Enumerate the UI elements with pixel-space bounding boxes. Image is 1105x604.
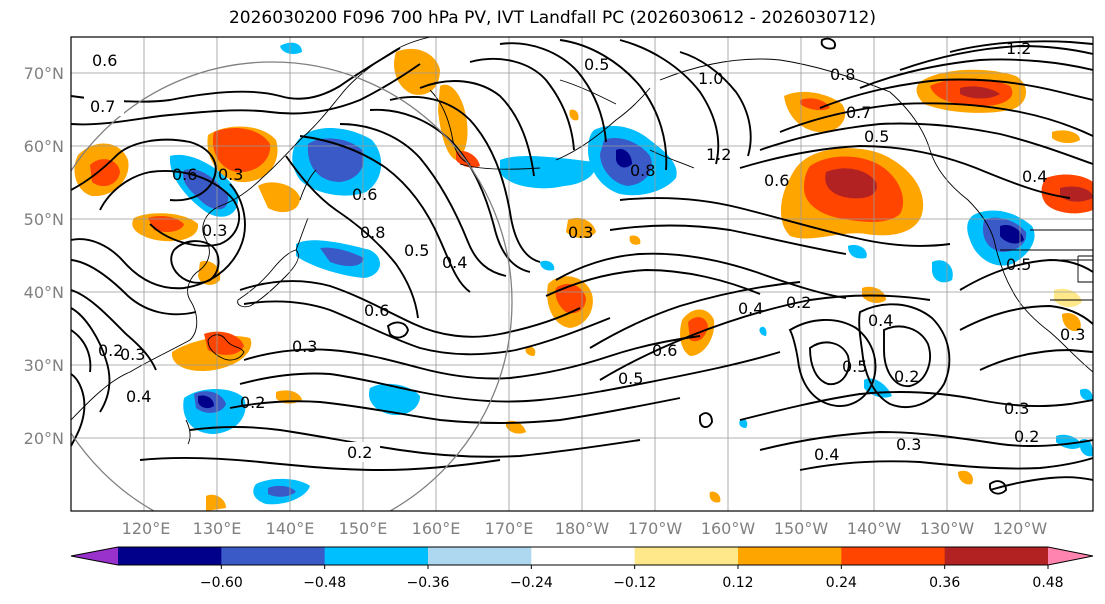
contour-label: 0.6	[172, 165, 197, 184]
colorbar-cell	[118, 547, 222, 565]
contour-label: 0.3	[568, 223, 593, 242]
contour-label: 0.4	[442, 253, 467, 272]
colorbar-tick-label: 0.36	[929, 575, 960, 591]
lat-label: 70°N	[24, 64, 64, 83]
contour-label: 0.6	[652, 341, 677, 360]
colorbar-cell	[841, 547, 946, 565]
colorbar-tick-label: −0.12	[613, 575, 656, 591]
contour-label: 0.2	[98, 341, 123, 360]
contour-label: 0.7	[846, 103, 871, 122]
map-frame	[70, 36, 1094, 512]
lon-label: 180°W	[555, 519, 610, 538]
colorbar-cell	[221, 547, 326, 565]
colorbar-cell	[634, 547, 739, 565]
contour-label: 1.2	[1006, 39, 1031, 58]
contour-label: 0.5	[584, 55, 609, 74]
colorbar-cell	[428, 547, 532, 565]
colorbar-extend-high	[1048, 547, 1093, 565]
contour-label: 0.6	[764, 171, 789, 190]
colorbar-tick-label: 0.48	[1032, 575, 1063, 591]
contour-label: 0.7	[90, 97, 115, 116]
contour-label: 0.3	[202, 221, 227, 240]
contour-label: 0.5	[864, 127, 889, 146]
contour-label: 0.6	[364, 301, 389, 320]
colorbar-tick-label: −0.36	[407, 575, 450, 591]
contour-label: 0.3	[1004, 399, 1029, 418]
lat-label: 60°N	[24, 137, 64, 156]
lat-label: 20°N	[24, 429, 64, 448]
contour-label: 0.4	[868, 311, 893, 330]
contour-label-group: 0.7 0.6 0.6 0.3 0.3 0.6 0.8 0.5 0.4 0.5 …	[84, 39, 1085, 464]
lon-label: 150°E	[339, 519, 388, 538]
contour-label: 0.4	[126, 387, 151, 406]
map-title: 2026030200 F096 700 hPa PV, IVT Landfall…	[228, 8, 876, 28]
contour-label: 0.4	[738, 299, 763, 318]
contour-label: 0.2	[347, 443, 372, 462]
ivt-contours	[71, 37, 1093, 495]
contour-label: 0.5	[618, 369, 643, 388]
lon-label: 160°W	[701, 519, 756, 538]
contour-label: 0.5	[404, 241, 429, 260]
lon-label: 140°W	[847, 519, 902, 538]
contour-label: 0.3	[120, 345, 145, 364]
contour-label: 0.3	[292, 337, 317, 356]
contour-label: 0.5	[1006, 255, 1031, 274]
contour-label: 1.0	[698, 69, 723, 88]
colorbar-cell	[531, 547, 636, 565]
lon-label: 130°W	[920, 519, 975, 538]
lon-label: 140°E	[266, 519, 315, 538]
contour-label: 0.8	[360, 223, 385, 242]
lat-label: 50°N	[24, 210, 64, 229]
lat-label: 40°N	[24, 283, 64, 302]
longitude-labels: 120°E 130°E 140°E 150°E 160°E 170°E 180°…	[122, 519, 1048, 538]
contour-label: 0.5	[842, 357, 867, 376]
contour-label: 0.2	[1014, 427, 1039, 446]
contour-label: 0.2	[786, 293, 811, 312]
contour-label: 0.3	[896, 435, 921, 454]
lon-label: 120°W	[993, 519, 1048, 538]
lat-label: 30°N	[24, 356, 64, 375]
contour-label: 0.8	[830, 65, 855, 84]
colorbar-tick-label: −0.24	[510, 575, 553, 591]
contour-label: 1.2	[706, 145, 731, 164]
contour-label: 0.3	[218, 165, 243, 184]
colorbar-tick-label: 0.24	[826, 575, 857, 591]
colorbar-outline	[70, 546, 1094, 566]
lon-label: 170°W	[628, 519, 683, 538]
contour-label: 0.6	[352, 185, 377, 204]
latitude-labels: 70°N 60°N 50°N 40°N 30°N 20°N	[24, 64, 64, 448]
lon-label: 170°E	[485, 519, 534, 538]
colorbar-tick-label: 0.12	[722, 575, 753, 591]
colorbar-cell	[738, 547, 842, 565]
domain-circle	[71, 61, 513, 511]
contour-label: 0.6	[92, 51, 117, 70]
contour-label: 0.4	[814, 445, 839, 464]
lon-label: 130°E	[193, 519, 242, 538]
graticule	[71, 37, 1093, 511]
colorbar-cell	[324, 547, 429, 565]
contour-label: 0.3	[1060, 325, 1085, 344]
coastlines	[71, 37, 1093, 445]
lon-label: 160°E	[412, 519, 461, 538]
lon-label: 120°E	[122, 519, 171, 538]
colorbar-tick-label: −0.48	[303, 575, 346, 591]
colorbar-cell	[944, 547, 1049, 565]
contour-label: 0.2	[240, 393, 265, 412]
lon-label: 150°W	[774, 519, 829, 538]
colorbar: −0.60 −0.48 −0.36 −0.24 −0.12 0.12 0.24 0.36 0.4…	[70, 546, 1094, 591]
contour-label: 0.2	[894, 367, 919, 386]
colorbar-extend-low	[71, 547, 118, 565]
contour-label: 0.8	[630, 161, 655, 180]
contour-label: 0.4	[1022, 167, 1047, 186]
colorbar-tick-label: −0.60	[200, 575, 243, 591]
map-panel: 0.7 0.6 0.6 0.3 0.3 0.6 0.8 0.5 0.4 0.5 …	[71, 37, 1093, 511]
